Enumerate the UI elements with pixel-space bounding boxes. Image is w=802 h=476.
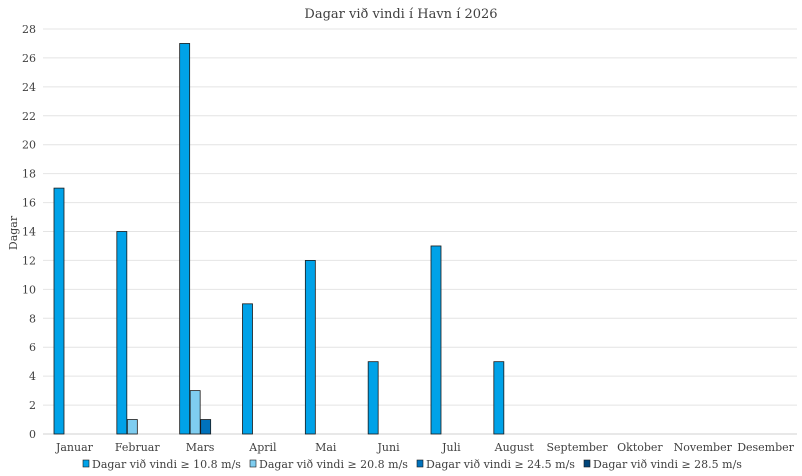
y-tick-label: 14 bbox=[22, 226, 36, 239]
legend-entry: Dagar við vindi ≥ 20.8 m/s bbox=[259, 458, 408, 471]
x-tick-label: Juli bbox=[441, 441, 461, 454]
legend-swatch bbox=[82, 459, 90, 468]
legend: Dagar við vindi ≥ 10.8 m/s Dagar við vind… bbox=[82, 458, 742, 471]
x-tick-label: Mai bbox=[315, 441, 337, 454]
bar bbox=[242, 303, 253, 435]
chart-title: Dagar við vindi í Havn í 2026 bbox=[304, 7, 497, 22]
bars bbox=[53, 43, 505, 435]
y-tick-label: 18 bbox=[22, 168, 36, 181]
bar bbox=[179, 43, 191, 435]
legend-swatch bbox=[583, 459, 591, 468]
bar bbox=[200, 419, 212, 435]
legend-entry: Dagar við vindi ≥ 10.8 m/s bbox=[92, 458, 241, 471]
y-tick-label: 26 bbox=[22, 52, 36, 65]
y-tick-label: 2 bbox=[29, 399, 36, 412]
bar bbox=[126, 419, 138, 435]
y-tick-label: 10 bbox=[22, 283, 36, 296]
bar bbox=[304, 260, 316, 435]
y-tick-label: 0 bbox=[29, 428, 36, 441]
y-tick-label: 20 bbox=[22, 139, 36, 152]
x-tick-label: Januar bbox=[55, 441, 94, 454]
legend-swatch bbox=[249, 459, 257, 468]
legend-swatch bbox=[416, 459, 424, 468]
y-tick-label: 28 bbox=[22, 23, 36, 36]
y-tick-label: 24 bbox=[22, 81, 36, 94]
y-axis-label: Dagar bbox=[7, 215, 20, 250]
x-tick-label: Oktober bbox=[617, 441, 663, 454]
bar bbox=[493, 361, 505, 435]
y-tick-label: 12 bbox=[22, 254, 36, 267]
gridlines bbox=[43, 28, 797, 435]
bar bbox=[53, 187, 65, 435]
y-tick-label: 4 bbox=[29, 370, 36, 383]
bar bbox=[430, 245, 442, 435]
x-tick-label: April bbox=[248, 441, 277, 454]
y-tick-label: 22 bbox=[22, 110, 36, 123]
bar bbox=[189, 390, 201, 435]
legend-entry: Dagar við vindi ≥ 24.5 m/s bbox=[426, 458, 575, 471]
x-tick-label: November bbox=[674, 441, 733, 454]
y-tick-label: 16 bbox=[22, 197, 36, 210]
x-tick-label: Mars bbox=[186, 441, 215, 454]
x-tick-label: September bbox=[546, 441, 608, 454]
y-tick-label: 8 bbox=[29, 312, 36, 325]
x-tick-label: Desember bbox=[737, 441, 794, 454]
bar bbox=[367, 361, 379, 435]
x-tick-label: Februar bbox=[115, 441, 160, 454]
x-tick-label: August bbox=[494, 441, 535, 454]
y-tick-label: 6 bbox=[29, 341, 36, 354]
x-axis-ticks: Januar Februar Mars April Mai Juni Juli August S… bbox=[55, 441, 795, 454]
legend-entry: Dagar við vindi ≥ 28.5 m/s bbox=[593, 458, 742, 471]
x-tick-label: Juni bbox=[377, 441, 401, 454]
bar bbox=[116, 231, 128, 435]
